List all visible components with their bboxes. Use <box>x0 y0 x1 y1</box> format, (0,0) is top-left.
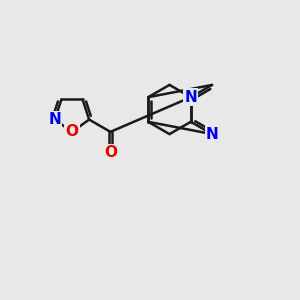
Text: O: O <box>65 124 79 140</box>
Text: O: O <box>104 145 117 160</box>
Text: N: N <box>49 112 61 127</box>
Text: N: N <box>184 90 197 105</box>
Text: N: N <box>184 90 197 105</box>
Text: N: N <box>206 127 218 142</box>
